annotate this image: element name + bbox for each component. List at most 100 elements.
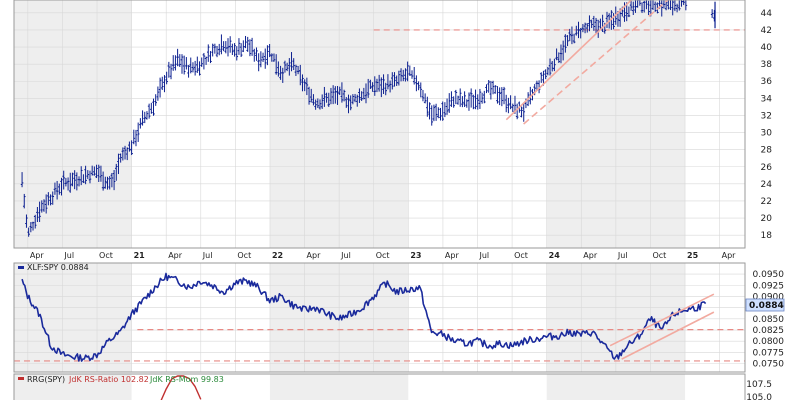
price-bar [231, 43, 234, 56]
price-bar [272, 53, 276, 62]
price-x-label-9: Jul [340, 251, 351, 260]
price-bar [583, 22, 587, 34]
price-bar [669, 0, 672, 11]
price-bar [307, 86, 311, 105]
price-tick-32: 32 [761, 111, 772, 121]
price-x-label-20: Apr [722, 251, 737, 260]
price-bar [176, 48, 179, 67]
ratio-legend: XLF:SPY 0.0884 [18, 263, 89, 272]
price-bar [544, 69, 547, 80]
price-bar [42, 199, 46, 212]
price-bar [342, 89, 346, 102]
price-bar [566, 35, 569, 47]
price-bar [612, 13, 615, 30]
price-bar [185, 57, 188, 70]
price-x-label-17: Jul [617, 251, 628, 260]
price-bar [270, 53, 274, 62]
price-x-label-19: 25 [687, 251, 699, 260]
price-bar [331, 85, 335, 105]
price-bar [585, 23, 589, 33]
price-x-label-10: Oct [376, 251, 390, 260]
ratio-series-line [21, 272, 707, 362]
price-bar [53, 182, 57, 195]
price-bar [441, 101, 444, 121]
price-bar [371, 82, 374, 92]
price-bar [198, 61, 201, 76]
price-bar [366, 78, 370, 98]
price-bar [568, 28, 572, 42]
price-channel-line-1 [523, 0, 669, 125]
price-bar [255, 47, 258, 61]
price-bar [47, 192, 50, 206]
price-bar [710, 9, 714, 19]
price-bar [329, 87, 333, 105]
price-bar [570, 26, 574, 45]
ratio-tick-0.0850: 0.0850 [753, 315, 785, 325]
ratio-tick-0.0775: 0.0775 [753, 348, 785, 358]
price-x-label-16: Apr [583, 251, 598, 260]
price-bar [259, 51, 263, 68]
price-bar [150, 102, 153, 114]
ratio-panel: 0.09500.09250.09000.08750.08500.08250.08… [13, 262, 785, 373]
price-bar [434, 103, 438, 121]
price-bar [673, 0, 677, 12]
price-bar [631, 1, 635, 16]
price-bar [419, 82, 423, 98]
price-bar [651, 0, 654, 11]
price-bar [384, 82, 388, 96]
price-bar [119, 153, 122, 163]
price-tick-34: 34 [761, 94, 773, 104]
price-bar [548, 58, 552, 76]
price-bar [209, 51, 212, 64]
price-bar [594, 17, 598, 35]
price-bar [559, 44, 563, 64]
price-bar [128, 141, 131, 152]
price-ohlc-bars [20, 0, 716, 237]
price-bar [590, 19, 593, 29]
price-bar [320, 94, 324, 109]
price-bar [382, 74, 385, 94]
price-tick-28: 28 [761, 146, 773, 156]
price-bar [581, 23, 585, 33]
price-bar [463, 91, 466, 108]
price-bar [662, 0, 666, 9]
ratio-channel-line-1 [621, 311, 715, 360]
price-bar [257, 53, 260, 72]
price-bar [226, 38, 230, 57]
price-bar [112, 170, 116, 191]
price-bar [200, 57, 204, 67]
price-bar [156, 86, 160, 101]
rrg-panel: 107.5 105.0 RRG(SPY) JdK RS-Ratio 102.82 … [13, 373, 772, 400]
price-bar [147, 103, 151, 119]
price-bar [220, 34, 223, 55]
price-bar [204, 56, 208, 65]
price-trend-channel [505, 0, 669, 125]
price-bar [136, 122, 140, 142]
rrg-tick-107.5: 107.5 [746, 380, 772, 390]
price-bar [485, 84, 488, 94]
price-bar [296, 65, 300, 75]
price-bar [685, 0, 688, 11]
price-bar [522, 103, 526, 122]
price-bar [125, 147, 129, 161]
price-bar [546, 66, 550, 76]
price-panel-frame [13, 0, 746, 249]
price-bar [445, 98, 449, 115]
price-bar [292, 58, 296, 71]
price-bar [196, 56, 199, 73]
rrg-ratio-line [160, 375, 202, 400]
price-bar [49, 194, 52, 206]
price-bar [504, 94, 508, 113]
price-bar [579, 27, 582, 39]
price-tick-20: 20 [761, 214, 773, 224]
price-bar [439, 107, 442, 121]
price-bar [169, 63, 173, 80]
price-bar [285, 62, 289, 72]
price-bar [539, 72, 543, 83]
price-bar [461, 96, 464, 108]
price-bar [274, 54, 278, 75]
price-bar [344, 97, 348, 108]
ratio-year-bands [14, 263, 686, 372]
price-bar [86, 170, 90, 179]
price-bar [588, 15, 591, 32]
